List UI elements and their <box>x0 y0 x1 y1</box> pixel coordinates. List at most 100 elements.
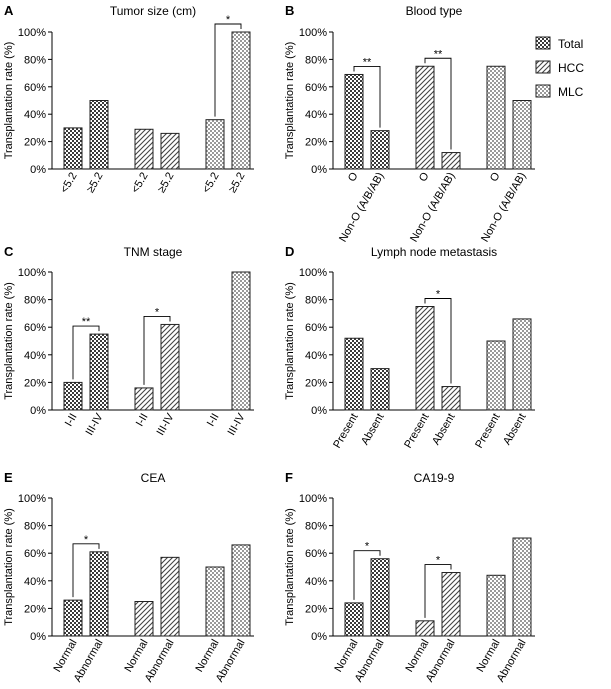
y-tick-label: 60% <box>305 322 327 334</box>
y-axis-label: Transplantation rate (%) <box>3 42 15 160</box>
y-tick-label: 80% <box>24 521 46 533</box>
y-tick-label: 60% <box>305 82 327 94</box>
y-tick-label: 0% <box>30 631 46 643</box>
legend-swatch-hcc <box>535 60 551 74</box>
x-tick-label: Normal <box>193 638 221 675</box>
x-tick-label: <5.2 <box>200 171 221 196</box>
bar-mlc-2 <box>231 271 251 411</box>
x-tick-label: ≥5.2 <box>156 171 177 195</box>
bar-hcc-2 <box>160 323 180 411</box>
y-tick-label: 60% <box>24 322 46 334</box>
x-tick-label: I-II <box>63 412 80 429</box>
x-tick-label: I-II <box>205 412 222 429</box>
panel-title: Lymph node metastasis <box>371 245 497 259</box>
significance-label: * <box>365 541 370 553</box>
x-tick-label: III-IV <box>155 411 177 438</box>
bar-mlc-1 <box>205 119 225 170</box>
panel-a: A Tumor size (cm) Transplantation rate (%)… <box>3 3 254 195</box>
bar-total-2 <box>89 100 109 170</box>
bar-total-1 <box>63 381 83 411</box>
bar-hcc-1 <box>415 306 435 411</box>
bar-hcc-1 <box>134 601 154 637</box>
x-tick-label: O <box>488 170 503 184</box>
bar-total-2 <box>89 333 109 411</box>
panel-letter: C <box>4 244 14 259</box>
y-tick-label: 0% <box>311 164 327 176</box>
y-tick-label: 80% <box>305 521 327 533</box>
y-tick-label: 0% <box>30 405 46 417</box>
bar-total-1 <box>344 73 364 170</box>
x-tick-label: Absent <box>359 412 387 448</box>
panel-letter: D <box>285 244 294 259</box>
y-tick-label: 80% <box>24 295 46 307</box>
panel-b: B Blood type Transplantation rate (%) 0% 20%… <box>284 3 535 244</box>
panel-e: E CEA Transplantation rate (%) 0% 20% 40% 60% 8… <box>3 470 254 684</box>
y-tick-label: 0% <box>311 631 327 643</box>
y-tick-label: 100% <box>18 267 46 279</box>
bar-hcc-1 <box>134 128 154 170</box>
x-tick-label: Non-O (A/B/AB) <box>337 171 387 245</box>
y-tick-label: 60% <box>305 548 327 560</box>
panel-title: CEA <box>141 471 166 485</box>
x-tick-label: I-II <box>134 412 151 429</box>
bar-mlc-2 <box>512 100 532 170</box>
bar-hcc-2 <box>160 132 180 170</box>
panel-title: Tumor size (cm) <box>110 4 196 18</box>
significance-label: * <box>84 534 89 546</box>
x-tick-label: Absent <box>501 412 529 448</box>
significance-bracket <box>353 66 381 128</box>
bar-mlc-2 <box>231 31 251 170</box>
legend-label-total: Total <box>558 37 583 51</box>
significance-bracket <box>424 564 452 618</box>
y-tick-label: 40% <box>24 576 46 588</box>
x-tick-label: Present <box>402 412 431 451</box>
x-tick-label: Absent <box>430 412 458 448</box>
significance-label: ** <box>434 48 443 60</box>
y-tick-label: 100% <box>18 27 46 39</box>
y-tick-label: 60% <box>24 82 46 94</box>
y-tick-label: 0% <box>30 164 46 176</box>
x-tick-label: Normal <box>332 638 360 675</box>
significance-bracket <box>214 23 242 117</box>
bar-hcc-1 <box>415 620 435 637</box>
y-tick-label: 100% <box>299 27 327 39</box>
y-axis-label: Transplantation rate (%) <box>284 42 296 160</box>
significance-label: * <box>226 14 231 26</box>
x-tick-label: III-IV <box>84 411 106 438</box>
bar-hcc-2 <box>441 152 461 170</box>
bar-total-2 <box>370 130 390 170</box>
y-tick-label: 40% <box>305 350 327 362</box>
panel-title: TNM stage <box>124 245 183 259</box>
x-tick-label: <5.2 <box>129 171 150 196</box>
bar-mlc-1 <box>205 566 225 637</box>
bar-total-1 <box>344 337 364 411</box>
panel-d: D Lymph node metastasis Transplantation ra… <box>284 244 535 450</box>
significance-bracket <box>424 298 452 384</box>
bar-hcc-1 <box>415 65 435 170</box>
panel-title: CA19-9 <box>414 471 455 485</box>
x-tick-label: ≥5.2 <box>227 171 248 195</box>
y-tick-label: 40% <box>24 350 46 362</box>
x-tick-label: III-IV <box>226 411 248 438</box>
bar-total-2 <box>89 551 109 637</box>
x-tick-label: O <box>417 170 432 184</box>
bar-mlc-2 <box>512 318 532 411</box>
y-axis-label: Transplantation rate (%) <box>284 508 296 626</box>
y-tick-label: 80% <box>305 54 327 66</box>
y-tick-label: 40% <box>305 576 327 588</box>
y-tick-label: 20% <box>24 137 46 149</box>
y-tick-label: 20% <box>305 137 327 149</box>
y-tick-label: 40% <box>305 109 327 121</box>
bar-total-1 <box>63 599 83 637</box>
y-tick-label: 80% <box>305 295 327 307</box>
significance-label: * <box>155 306 160 318</box>
significance-label: ** <box>363 56 372 68</box>
x-tick-label: Non-O (A/B/AB) <box>408 171 458 245</box>
bar-total-2 <box>370 558 390 637</box>
significance-bracket <box>353 550 381 600</box>
legend-swatch-mlc <box>535 84 551 98</box>
y-tick-label: 20% <box>305 603 327 615</box>
bar-hcc-2 <box>441 386 461 411</box>
